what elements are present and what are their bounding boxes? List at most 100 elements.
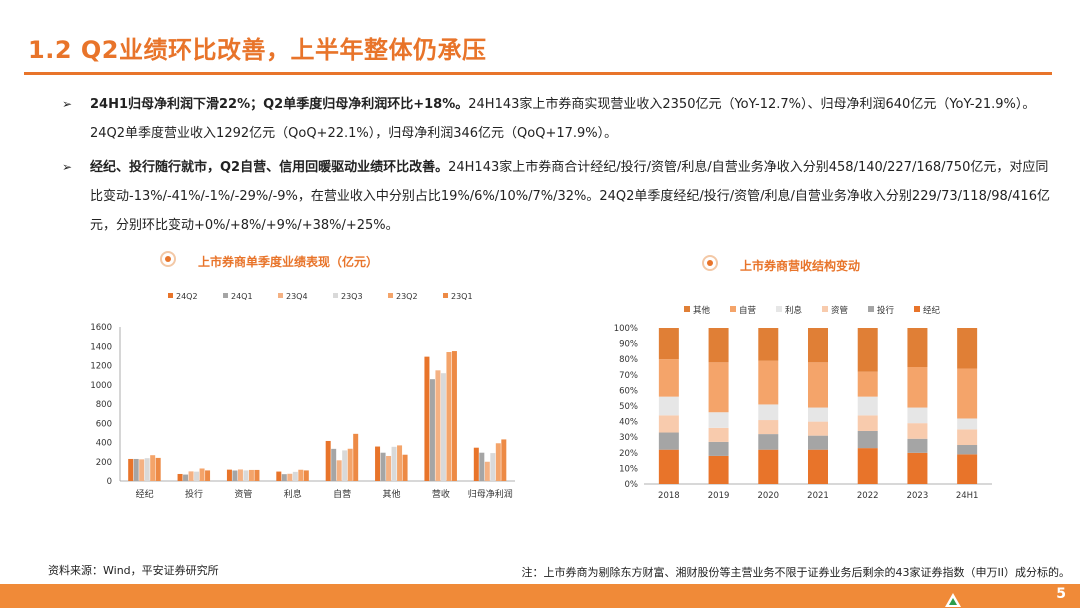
bar-23Q1-其他 xyxy=(402,454,408,481)
x-tick-label: 归母净利润 xyxy=(468,488,513,500)
bar-segment-经纪-2023 xyxy=(907,452,928,484)
y-tick-label: 1600 xyxy=(90,323,112,333)
y-tick-label: 600 xyxy=(96,419,112,429)
y-tick-label: 400 xyxy=(96,439,112,449)
bar-24Q1-投行 xyxy=(183,474,189,481)
title-underline xyxy=(24,72,1052,75)
bullet-point-1: ➢ 24H1归母净利润下滑22%；Q2单季度归母净利润环比+18%。24H143… xyxy=(62,90,1052,148)
bar-23Q4-归母净利润 xyxy=(484,461,490,481)
bar-segment-自营-2021 xyxy=(808,362,828,408)
bar-24Q1-经纪 xyxy=(133,458,139,481)
x-tick-label: 投行 xyxy=(185,488,203,500)
legend-swatch-其他 xyxy=(684,306,690,312)
bar-23Q2-资管 xyxy=(248,469,254,481)
bar-segment-利息-24H1 xyxy=(957,418,978,430)
bar-23Q4-投行 xyxy=(188,471,194,481)
bar-23Q1-营收 xyxy=(451,351,457,481)
bar-24Q1-营收 xyxy=(429,379,435,481)
bar-segment-利息-2019 xyxy=(708,412,729,428)
y-tick-label: 60% xyxy=(619,386,638,396)
legend-swatch-24Q1 xyxy=(223,293,228,298)
bar-23Q4-自营 xyxy=(336,460,342,481)
bar-23Q3-利息 xyxy=(292,471,298,481)
bar-24Q2-归母净利润 xyxy=(473,447,479,481)
bar-23Q1-资管 xyxy=(254,469,260,481)
x-tick-label: 24H1 xyxy=(956,491,979,501)
bar-segment-利息-2021 xyxy=(808,407,828,422)
bullet-arrow-icon: ➢ xyxy=(62,97,73,111)
legend-swatch-资管 xyxy=(822,306,828,312)
right-stacked-bar-chart: 其他 自营 利息 资管 投行 经纪 0% 10% 20% 30% 40% 50% 60% 70% 80% 90… xyxy=(614,305,992,501)
left-bar-chart: 24Q2 24Q1 23Q4 23Q3 23Q2 23Q1 0 200 400 600 800 100… xyxy=(90,292,515,500)
page-title: 1.2 Q2业绩环比改善，上半年整体仍承压 xyxy=(28,36,487,64)
y-tick-label: 0 xyxy=(107,477,112,487)
legend-swatch-23Q4 xyxy=(278,293,283,298)
x-tick-label: 经纪 xyxy=(136,488,154,500)
bar-24Q2-自营 xyxy=(325,440,331,481)
bar-segment-投行-2020 xyxy=(758,434,779,450)
legend-swatch-23Q3 xyxy=(333,293,338,298)
x-tick-label: 自营 xyxy=(333,488,351,500)
bar-segment-资管-2018 xyxy=(658,415,679,433)
bar-24Q1-利息 xyxy=(281,474,287,481)
bar-23Q3-营收 xyxy=(440,373,446,481)
bar-segment-投行-2019 xyxy=(708,441,729,456)
bullet-2-bold: 经纪、投行随行就市，Q2自营、信用回暖驱动业绩环比改善。 xyxy=(90,160,449,175)
bar-24Q2-资管 xyxy=(226,469,232,481)
bar-segment-其他-2023 xyxy=(907,328,928,367)
legend-label-23Q2: 23Q2 xyxy=(396,292,418,301)
bar-segment-资管-2023 xyxy=(907,423,928,439)
bar-segment-资管-24H1 xyxy=(957,429,978,445)
x-tick-label: 2020 xyxy=(757,491,779,501)
bar-24Q2-经纪 xyxy=(128,458,134,481)
x-tick-label: 2019 xyxy=(708,491,730,501)
bar-23Q1-投行 xyxy=(205,470,211,481)
footnote-text: 注：上市券商为剔除东方财富、湘财股份等主营业务不限于证券业务后剩余的43家证券指… xyxy=(521,566,1070,579)
bar-segment-资管-2020 xyxy=(758,420,779,435)
bar-segment-经纪-2021 xyxy=(808,449,828,484)
bar-segment-投行-24H1 xyxy=(957,445,978,455)
x-tick-label: 利息 xyxy=(284,488,302,500)
bar-23Q3-投行 xyxy=(194,471,200,481)
y-tick-label: 40% xyxy=(619,418,638,428)
right-chart-title: 上市券商营收结构变动 xyxy=(702,255,860,274)
bar-segment-其他-24H1 xyxy=(957,328,978,369)
legend-swatch-自营 xyxy=(730,306,736,312)
bar-23Q4-其他 xyxy=(386,455,392,481)
bar-segment-经纪-24H1 xyxy=(957,454,978,484)
bar-23Q1-自营 xyxy=(353,433,359,481)
footer-bar xyxy=(0,584,1080,608)
bar-segment-投行-2018 xyxy=(658,432,679,450)
bar-23Q3-归母净利润 xyxy=(490,453,496,481)
bar-23Q2-营收 xyxy=(446,352,452,481)
y-tick-label: 1000 xyxy=(90,381,112,391)
legend-label-自营: 自营 xyxy=(739,305,756,316)
legend-label-经纪: 经纪 xyxy=(923,305,941,316)
source-text: 资料来源：Wind，平安证券研究所 xyxy=(48,564,219,577)
bar-24Q2-其他 xyxy=(375,446,381,481)
bar-segment-其他-2022 xyxy=(857,328,878,372)
legend-swatch-利息 xyxy=(776,306,782,312)
bar-23Q4-经纪 xyxy=(139,459,145,481)
bullet-arrow-icon: ➢ xyxy=(62,160,73,174)
bar-23Q1-经纪 xyxy=(155,457,161,481)
bullet-1-text: 24H143家上市券商实现营业收入2350亿元（YoY-12.7%）、归母净利润… xyxy=(90,97,1036,141)
y-tick-label: 50% xyxy=(619,402,638,412)
bar-23Q2-投行 xyxy=(199,468,205,481)
bar-segment-其他-2018 xyxy=(658,328,679,360)
x-tick-label: 其他 xyxy=(383,488,401,500)
bar-segment-其他-2021 xyxy=(808,328,828,363)
legend-swatch-23Q1 xyxy=(443,293,448,298)
page-number: 5 xyxy=(1056,586,1066,602)
bar-24Q1-其他 xyxy=(380,452,386,481)
legend-label-23Q4: 23Q4 xyxy=(286,292,308,301)
bar-segment-利息-2018 xyxy=(658,396,679,416)
legend-label-投行: 投行 xyxy=(877,305,895,316)
bar-segment-投行-2023 xyxy=(907,438,928,453)
y-tick-label: 1200 xyxy=(90,362,112,372)
left-chart-title: 上市券商单季度业绩表现（亿元） xyxy=(160,251,378,270)
bar-segment-自营-2023 xyxy=(907,367,928,408)
legend-label-利息: 利息 xyxy=(785,305,803,316)
bar-23Q3-其他 xyxy=(391,446,397,481)
bar-23Q2-经纪 xyxy=(150,455,156,481)
